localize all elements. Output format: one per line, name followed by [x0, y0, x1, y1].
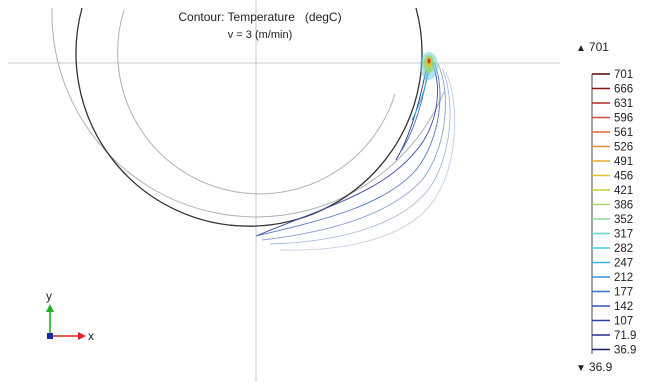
- ring-outline: [75, 7, 423, 227]
- isotherm-line: [255, 59, 438, 237]
- outer-boundary-arc: [51, 7, 445, 218]
- y-axis-label: y: [46, 289, 52, 303]
- legend-label: 352: [614, 214, 633, 226]
- legend-label: 212: [614, 272, 633, 284]
- legend-label: 36.9: [614, 345, 636, 357]
- y-axis-arrowhead: [46, 304, 54, 312]
- isotherm-line: [269, 67, 451, 245]
- legend-label: 282: [614, 243, 633, 255]
- plot-subtitle: v = 3 (m/min): [227, 29, 293, 41]
- up-triangle-icon: ▲: [576, 43, 586, 54]
- legend-label: 561: [614, 127, 633, 139]
- legend-label: 491: [614, 156, 633, 168]
- legend-label: 526: [614, 142, 633, 154]
- legend-label: 456: [614, 171, 633, 183]
- legend-label: 596: [614, 113, 633, 125]
- legend-label: 107: [614, 316, 633, 328]
- range-min-indicator: ▼ 36.9: [576, 360, 612, 374]
- legend-label: 666: [614, 84, 633, 96]
- inner-boundary-arc: [117, 9, 396, 195]
- plot-title: Contour: Temperature (degC): [178, 10, 342, 24]
- range-min-value: 36.9: [588, 360, 613, 374]
- legend-label: 177: [614, 287, 633, 299]
- isotherm-contours: [255, 59, 456, 251]
- legend-label: 701: [614, 69, 633, 81]
- isotherm-line: [279, 71, 456, 251]
- legend-label: 142: [614, 301, 633, 313]
- x-axis-arrowhead: [78, 332, 86, 340]
- legend-label: 386: [614, 200, 633, 212]
- color-legend: 701 666 631 596 561 526 491 456 421 386 352 317 282 2…: [591, 69, 636, 357]
- down-triangle-icon: ▼: [576, 363, 586, 374]
- legend-label: 631: [614, 98, 633, 110]
- range-max-indicator: ▲ 701: [576, 40, 609, 54]
- isotherm-line: [395, 69, 427, 161]
- hot-spot: [420, 52, 438, 80]
- axis-triad: x y: [46, 289, 94, 343]
- axis-origin-marker: [47, 333, 53, 339]
- range-max-value: 701: [588, 40, 609, 54]
- legend-label: 317: [614, 229, 633, 241]
- legend-label: 71.9: [614, 330, 636, 342]
- isotherm-line: [261, 63, 446, 241]
- hot-spot-peak: [427, 58, 431, 64]
- x-axis-label: x: [88, 329, 94, 343]
- isotherm-line: [255, 61, 441, 237]
- legend-label: 421: [614, 185, 633, 197]
- legend-label: 247: [614, 258, 633, 270]
